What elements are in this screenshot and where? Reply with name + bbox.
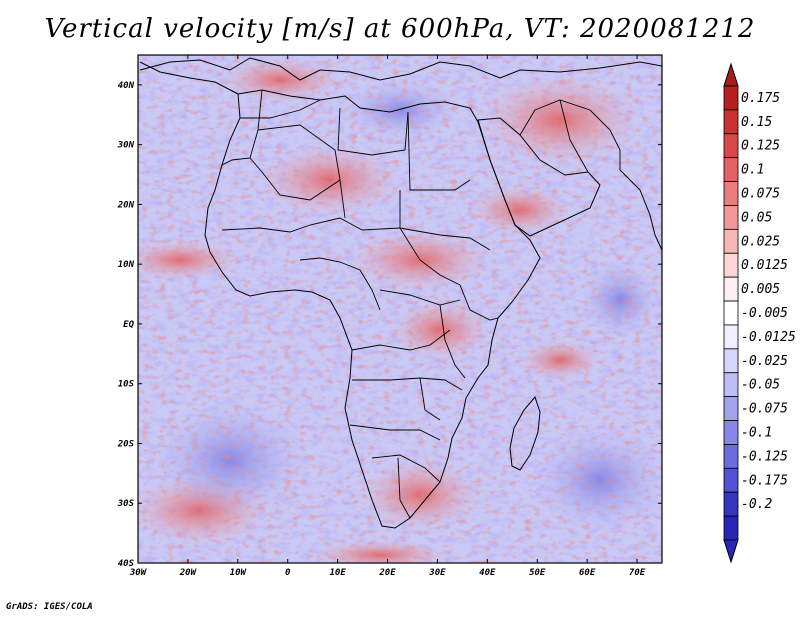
iberia-coastline [139,61,239,95]
colorbar-top-arrow [723,62,739,87]
colorbar-label: 0.075 [741,187,780,202]
madagascar-coastline [509,395,541,471]
lon-tick-label: 40E [479,568,496,578]
lat-tick-label: 20N [117,200,135,210]
colorbar-label: 0.1 [741,163,764,178]
lat-tick-label: EQ [123,320,134,330]
colorbar-label: 0.175 [741,91,780,106]
colorbar-swatch [723,181,739,206]
colorbar-swatch [723,324,739,350]
lat-tick-label: 10S [118,380,135,390]
lon-tick-label: 20E [378,568,396,578]
colorbar-swatch [723,467,739,493]
lat-tick-label: 20S [117,439,135,449]
europe-coastline [139,57,662,81]
country-borders [221,89,621,519]
colorbar-swatch [723,300,739,326]
colorbar-label: -0.025 [741,354,788,369]
lon-tick-label: 30E [428,568,446,578]
colorbar-label: 0.15 [741,115,772,130]
colorbar-label: 0.005 [741,282,780,297]
colorbar-label: -0.125 [741,449,788,464]
lon-tick-label: 50E [529,568,546,578]
longitude-axis: 30W 20W 10W 0 10E 20E 30E 40E 50E 60E 70E [129,55,646,578]
colorbar-swatch [723,205,739,230]
colorbar-label: -0.05 [741,378,780,393]
colorbar-swatch [723,109,739,135]
lon-tick-label: 30W [129,568,148,578]
colorbar-swatch [723,85,739,111]
colorbar-swatch [723,348,739,374]
colorbar-swatch [723,157,739,182]
grads-credit: GrADS: IGES/COLA [6,602,93,612]
colorbar-label: -0.005 [741,306,788,321]
lat-tick-label: 30N [117,141,135,151]
colorbar-swatch [723,228,739,254]
colorbar-swatch [723,515,739,541]
colorbar-label: -0.0125 [741,330,796,345]
lat-tick-label: 40N [118,81,135,91]
colorbar: 0.175 0.15 0.125 0.1 0.075 0.05 0.025 0.0125 0.0… [723,62,796,564]
india-coastline [619,169,662,251]
colorbar-bottom-arrow [723,539,739,564]
lat-tick-label: 30S [117,499,135,509]
colorbar-label: 0.125 [741,139,780,154]
colorbar-swatch [723,444,739,469]
lon-tick-label: 20W [179,568,198,578]
lon-tick-label: 0 [285,568,291,578]
colorbar-swatch [723,252,739,278]
colorbar-label: 0.025 [741,234,780,249]
lat-tick-label: 40S [118,559,135,569]
plot-frame [137,54,663,564]
lat-tick-label: 10N [118,260,135,270]
arabia-coastline [477,117,601,237]
colorbar-label: -0.2 [741,497,772,512]
colorbar-swatch [723,372,739,398]
vertical-velocity-field [138,55,662,563]
lon-tick-label: 70E [629,568,646,578]
colorbar-swatch [723,133,739,159]
map-title: Vertical velocity [m/s] at 600hPa, VT: 2… [44,14,756,44]
colorbar-swatch [723,420,739,445]
latitude-axis: 40N 30N 20N 10N EQ 10S 20S 30S 40S [117,81,662,569]
lon-tick-label: 60E [579,568,596,578]
colorbar-label: 0.0125 [741,258,788,273]
colorbar-label: -0.1 [741,425,772,440]
colorbar-label: 0.05 [741,210,772,225]
colorbar-swatch [723,396,739,421]
colorbar-label: -0.075 [741,402,788,417]
lon-tick-label: 10E [329,568,346,578]
lon-tick-label: 10W [230,568,248,578]
colorbar-swatch [723,276,739,302]
colorbar-label: -0.175 [741,473,788,488]
colorbar-swatch [723,491,739,517]
